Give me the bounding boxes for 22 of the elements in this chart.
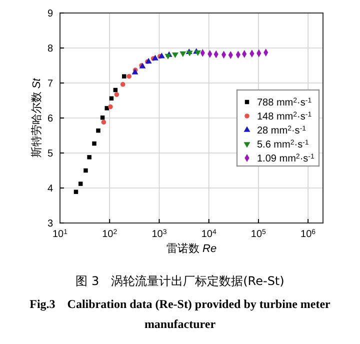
text: Fig.3 Calibration data (Re-St) provided by turbine meter manufacturer: [30, 297, 332, 331]
legend-label: 148 mm$^{2}$·s$^{-1}$: [257, 111, 312, 122]
legend-label: 1.09 mm$^{2}$·s$^{-1}$: [257, 153, 314, 164]
y-tick-label: 7: [47, 78, 54, 90]
x-tick-label: 10$^{4}$: [201, 228, 216, 240]
legend-label: 788 mm$^{2}$·s$^{-1}$: [257, 97, 312, 108]
x-tick-label: 10$^{1}$: [52, 228, 68, 240]
y-tick-label: 5: [47, 148, 54, 160]
x-tick-label: 10$^{5}$: [250, 228, 266, 240]
x-tick-label: 10$^{6}$: [300, 228, 316, 240]
y-tick-label: 3: [47, 218, 54, 230]
x-axis-title: 雷诺数 Re: [166, 242, 217, 255]
x-tick-label: 10$^{3}$: [152, 228, 167, 240]
y-tick-label: 4: [47, 184, 54, 194]
legend-label: 5.6 mm$^{2}$·s$^{-1}$: [257, 139, 309, 150]
text: 图 3 涡轮流量计出厂标定数据(Re-St): [76, 274, 284, 288]
y-tick-label: 6: [47, 114, 54, 124]
y-axis-title: 斯特劳哈尔数 St: [30, 77, 43, 158]
y-tick-label: 8: [47, 44, 54, 54]
x-tick-label: 10$^{2}$: [102, 228, 118, 240]
y-tick-label: 9: [47, 8, 54, 20]
legend-label: 28 mm$^{2}$·s$^{-1}$: [257, 125, 306, 136]
